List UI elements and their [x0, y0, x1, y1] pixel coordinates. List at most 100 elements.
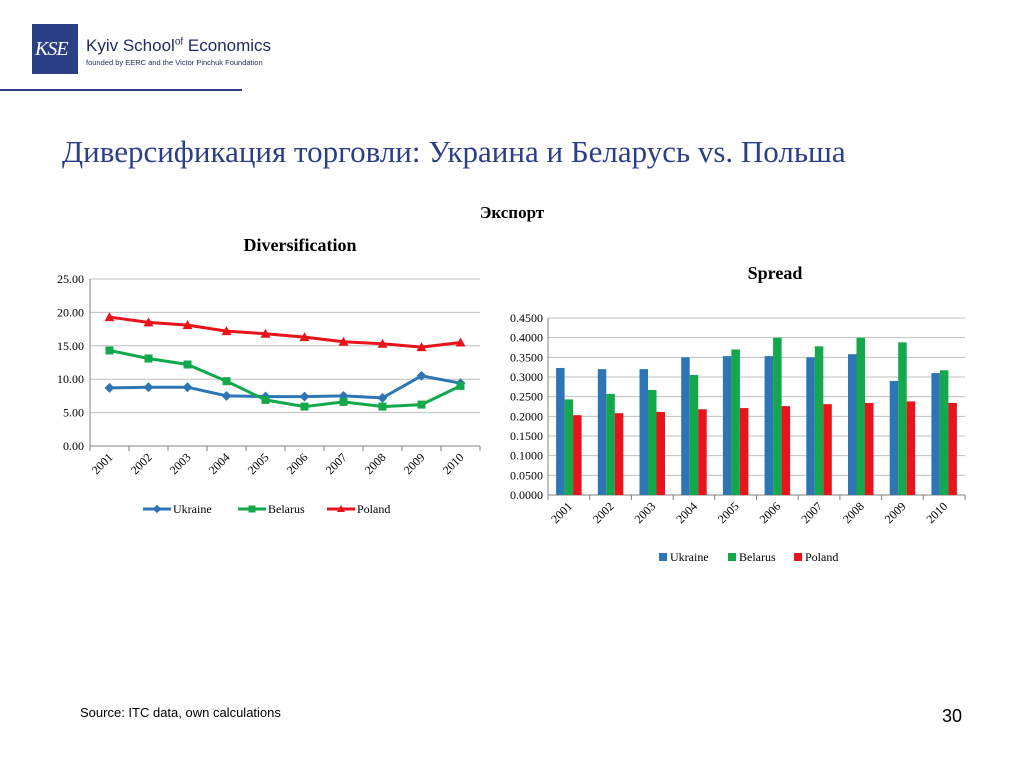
- line-point-belarus: [378, 402, 387, 411]
- line-ytick-label: 10.00: [57, 372, 84, 386]
- bar-belarus: [814, 346, 824, 495]
- line-legend-marker-ukraine: [152, 504, 162, 514]
- bar-ukraine: [848, 354, 857, 495]
- bar-legend-label-belarus: Belarus: [739, 550, 776, 564]
- bar-poland: [739, 408, 749, 495]
- line-point-poland: [221, 326, 232, 336]
- line-legend-label-ukraine: Ukraine: [173, 502, 212, 516]
- bar-poland: [781, 406, 791, 495]
- bar-ytick-label: 0.2000: [510, 409, 543, 423]
- line-point-poland: [143, 317, 154, 327]
- line-xtick-label: 2004: [206, 450, 233, 477]
- line-point-belarus: [105, 346, 114, 355]
- bar-belarus: [648, 389, 657, 495]
- bar-ytick-label: 0.0500: [510, 468, 543, 482]
- spread-chart-title: Spread: [747, 263, 803, 283]
- kse-logo-mark: KSE: [32, 24, 78, 74]
- bar-legend-swatch-belarus: [728, 553, 736, 561]
- bar-xtick-label: 2004: [673, 499, 700, 526]
- bar-poland: [698, 409, 707, 495]
- kse-logo-tagline: founded by EERC and the Victor Pinchuk F…: [86, 58, 263, 67]
- line-point-belarus: [300, 402, 309, 411]
- line-point-belarus: [456, 381, 465, 390]
- line-xtick-label: 2010: [440, 450, 467, 477]
- bar-poland: [823, 404, 832, 495]
- bar-poland: [573, 415, 582, 495]
- bar-belarus: [939, 370, 949, 495]
- bar-poland: [865, 402, 874, 495]
- line-xtick-label: 2001: [89, 450, 116, 477]
- diversification-chart-title: Diversification: [243, 235, 357, 255]
- line-xtick-label: 2006: [284, 450, 311, 477]
- line-xtick-label: 2005: [245, 450, 272, 477]
- line-point-belarus: [222, 377, 231, 386]
- bar-poland: [614, 413, 624, 495]
- slide-title: Диверсификация торговли: Украина и Белар…: [62, 134, 846, 169]
- line-ytick-label: 0.00: [63, 439, 84, 453]
- line-point-ukraine: [377, 392, 388, 403]
- line-point-belarus: [417, 400, 426, 409]
- bar-ukraine: [597, 369, 607, 495]
- line-point-poland: [377, 338, 388, 348]
- bar-ytick-label: 0.1000: [510, 449, 543, 463]
- line-point-belarus: [339, 397, 348, 406]
- bar-xtick-label: 2003: [632, 499, 659, 526]
- bar-ytick-label: 0.3500: [510, 350, 543, 364]
- bar-ukraine: [764, 356, 774, 495]
- bar-ukraine: [931, 373, 940, 495]
- bar-xtick-label: 2010: [923, 499, 950, 526]
- line-xtick-label: 2003: [167, 450, 194, 477]
- line-xtick-label: 2002: [128, 450, 155, 477]
- bar-legend-label-ukraine: Ukraine: [670, 550, 709, 564]
- line-point-ukraine: [416, 370, 427, 381]
- line-legend-marker-poland: [337, 505, 345, 512]
- bar-ukraine: [722, 356, 732, 495]
- bar-belarus: [898, 342, 907, 495]
- bar-xtick-label: 2009: [882, 499, 909, 526]
- page-number: 30: [941, 706, 962, 726]
- header-rule: [0, 89, 242, 91]
- line-xtick-label: 2007: [323, 450, 350, 477]
- line-point-ukraine: [299, 391, 310, 402]
- bar-xtick-label: 2005: [715, 499, 742, 526]
- line-point-poland: [416, 342, 427, 352]
- line-point-poland: [260, 328, 271, 338]
- line-point-poland: [104, 312, 115, 322]
- line-series-poland: [109, 315, 461, 349]
- bar-ytick-label: 0.2500: [510, 390, 543, 404]
- bar-belarus: [856, 337, 865, 495]
- bar-belarus: [773, 337, 782, 495]
- line-point-ukraine: [143, 382, 154, 393]
- bar-poland: [656, 412, 665, 495]
- bar-xtick-label: 2007: [798, 499, 825, 526]
- bar-legend-label-poland: Poland: [805, 550, 838, 564]
- bar-belarus: [731, 349, 740, 495]
- bar-belarus: [564, 399, 574, 495]
- bar-xtick-label: 2001: [548, 499, 575, 526]
- line-legend-label-belarus: Belarus: [268, 502, 305, 516]
- bar-ytick-label: 0.3000: [510, 370, 543, 384]
- bar-ytick-label: 0.4000: [510, 331, 543, 345]
- line-xtick-label: 2009: [401, 450, 428, 477]
- line-xtick-label: 2008: [362, 450, 389, 477]
- line-point-belarus: [261, 395, 270, 404]
- bar-xtick-label: 2002: [590, 499, 617, 526]
- bar-ytick-label: 0.0000: [510, 488, 543, 502]
- line-point-poland: [338, 336, 349, 346]
- bar-ytick-label: 0.4500: [510, 311, 543, 325]
- line-ytick-label: 20.00: [57, 305, 84, 319]
- bar-belarus: [689, 375, 699, 495]
- bar-ukraine: [889, 380, 899, 495]
- line-point-belarus: [144, 354, 153, 363]
- bar-ukraine: [639, 369, 648, 495]
- bar-ukraine: [806, 357, 815, 495]
- line-ytick-label: 25.00: [57, 272, 84, 286]
- line-point-ukraine: [104, 382, 115, 393]
- line-ytick-label: 15.00: [57, 339, 84, 353]
- bar-poland: [906, 401, 916, 495]
- slide-subtitle: Экспорт: [479, 203, 545, 222]
- line-point-ukraine: [182, 382, 193, 393]
- line-legend-label-poland: Poland: [357, 502, 390, 516]
- bar-ytick-label: 0.1500: [510, 429, 543, 443]
